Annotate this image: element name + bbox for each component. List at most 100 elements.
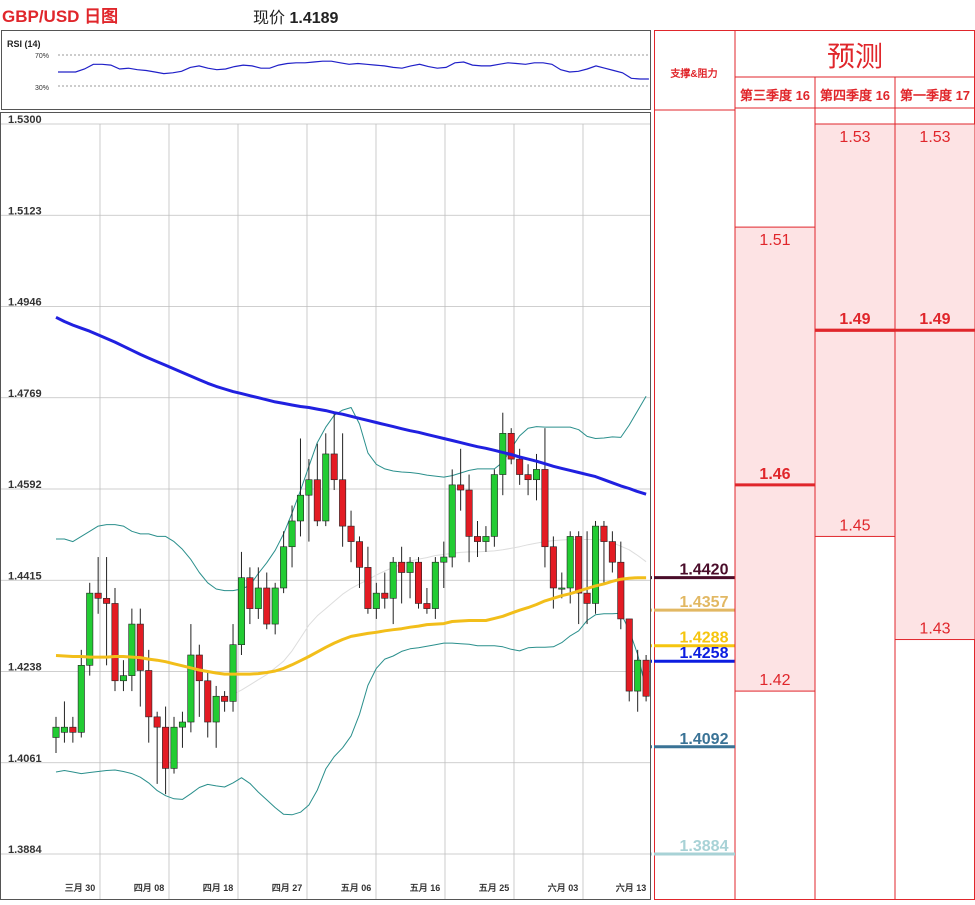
- moving-averages: [55, 315, 647, 676]
- candle-body: [617, 561, 625, 620]
- candle-body: [254, 587, 262, 609]
- candle-body: [77, 665, 85, 733]
- chart-title: GBP/USD 日图: [2, 7, 119, 26]
- y-tick-label: 1.3884: [8, 844, 43, 856]
- candle-body: [178, 721, 186, 728]
- candle-body: [221, 695, 229, 702]
- candle-body: [313, 479, 321, 522]
- candle-body: [625, 618, 633, 692]
- current-price-value: 1.4189: [289, 10, 339, 27]
- candle-body: [406, 561, 414, 573]
- candle-body: [322, 453, 330, 522]
- forecast-mid-2: 1.49: [919, 311, 950, 328]
- candle-body: [431, 561, 439, 609]
- sr-level-value-4: 1.4092: [680, 731, 729, 748]
- candle-body: [440, 556, 448, 563]
- forecast-title: 预测: [827, 41, 883, 72]
- candle-body: [237, 577, 245, 645]
- candle-body: [288, 520, 296, 548]
- candle-body: [355, 541, 363, 568]
- candle-body: [111, 603, 119, 682]
- candle-body: [94, 592, 102, 599]
- candle-body: [592, 525, 600, 604]
- forecast-range-2: [894, 123, 975, 641]
- sr-level-value-3: 1.4258: [680, 645, 729, 662]
- candle-body: [524, 474, 532, 481]
- rsi-panel: RSI (14) 70% 30%: [1, 30, 651, 110]
- candle-body: [473, 536, 481, 542]
- candle-body: [608, 541, 616, 563]
- candle-body: [103, 597, 111, 604]
- y-tick-label: 1.4592: [8, 479, 42, 491]
- candle-body: [119, 675, 127, 682]
- candle-body: [482, 536, 490, 542]
- candle-body: [271, 587, 279, 625]
- candle-body: [263, 587, 271, 625]
- candle-body: [507, 433, 515, 460]
- candle-body: [575, 536, 583, 594]
- candle-body: [600, 525, 608, 542]
- candle-body: [296, 494, 304, 522]
- candle-body: [347, 525, 355, 542]
- forecast-range-0: [734, 226, 816, 692]
- x-tick-label: 六月 13: [616, 882, 647, 893]
- candle-body: [566, 536, 574, 589]
- forecast-low-1: 1.45: [839, 517, 870, 534]
- series-line-50ma: [55, 576, 647, 676]
- forecast-mid-0: 1.46: [759, 466, 790, 483]
- candle-body: [642, 659, 650, 697]
- x-tick-label: 四月 18: [203, 883, 234, 893]
- candle-body: [381, 592, 389, 599]
- y-tick-label: 1.5300: [8, 114, 42, 126]
- x-tick-label: 四月 27: [272, 883, 303, 893]
- y-tick-label: 1.4061: [8, 753, 42, 765]
- y-tick-label: 1.4415: [8, 570, 42, 582]
- candle-body: [490, 474, 498, 537]
- forecast-high-0: 1.51: [759, 232, 790, 249]
- candle-body: [423, 603, 431, 609]
- candle-body: [549, 546, 557, 589]
- current-price: 现价 1.4189: [253, 4, 338, 28]
- rsi-series: [58, 60, 649, 80]
- candle-body: [305, 479, 313, 496]
- candle-body: [330, 453, 338, 481]
- candle-body: [60, 726, 68, 733]
- y-tick-label: 1.5123: [8, 205, 42, 217]
- price-chart-svg: 1.5300 1.5123 1.4946 1.4769 1.4592 1.4415 1.42…: [0, 112, 652, 900]
- x-tick-label: 四月 08: [134, 883, 165, 893]
- sr-header: 支撑&阻力: [669, 67, 717, 80]
- candle-body: [52, 726, 60, 738]
- axes: 1.5300 1.5123 1.4946 1.4769 1.4592 1.4415 1.42…: [8, 114, 646, 893]
- candle-body: [170, 726, 178, 769]
- candle-body: [69, 726, 77, 733]
- candle-body: [541, 469, 549, 548]
- candle-body: [364, 567, 372, 609]
- sr-level-value-0: 1.4420: [680, 562, 729, 579]
- candle-body: [145, 670, 153, 718]
- sr-level-value-2: 1.4288: [680, 630, 729, 647]
- y-tick-label: 1.4769: [8, 388, 42, 400]
- candle-body: [634, 659, 642, 692]
- candle-body: [195, 654, 203, 682]
- candle-body: [128, 623, 136, 676]
- x-tick-label: 五月 25: [479, 883, 510, 893]
- forecast-low-0: 1.42: [759, 672, 790, 689]
- forecast-col-q1-17: 第一季度 17: [900, 88, 970, 103]
- series-line-200ma: [55, 315, 647, 496]
- candle-body: [187, 654, 195, 723]
- forecast-panel: 支撑&阻力 预测 第三季度 16 第四季度 16 第一季度 17 1.4420 1…: [654, 30, 975, 900]
- current-price-label: 现价: [253, 10, 286, 27]
- candle-body: [280, 546, 288, 589]
- rsi-chart: RSI (14) 70% 30%: [7, 39, 650, 92]
- rsi-level-30: 30%: [35, 85, 49, 92]
- forecast-col-q3-16: 第三季度 16: [740, 88, 810, 103]
- forecast-svg: 支撑&阻力 预测 第三季度 16 第四季度 16 第一季度 17 1.4420 1…: [654, 30, 975, 900]
- candle-body: [389, 561, 397, 599]
- candle-body: [558, 587, 566, 590]
- candle-body: [398, 561, 406, 573]
- candle-body: [246, 577, 254, 609]
- candle-body: [372, 592, 380, 609]
- candle-body: [136, 623, 144, 671]
- y-tick-label: 1.4238: [8, 662, 42, 674]
- candle-body: [86, 592, 94, 666]
